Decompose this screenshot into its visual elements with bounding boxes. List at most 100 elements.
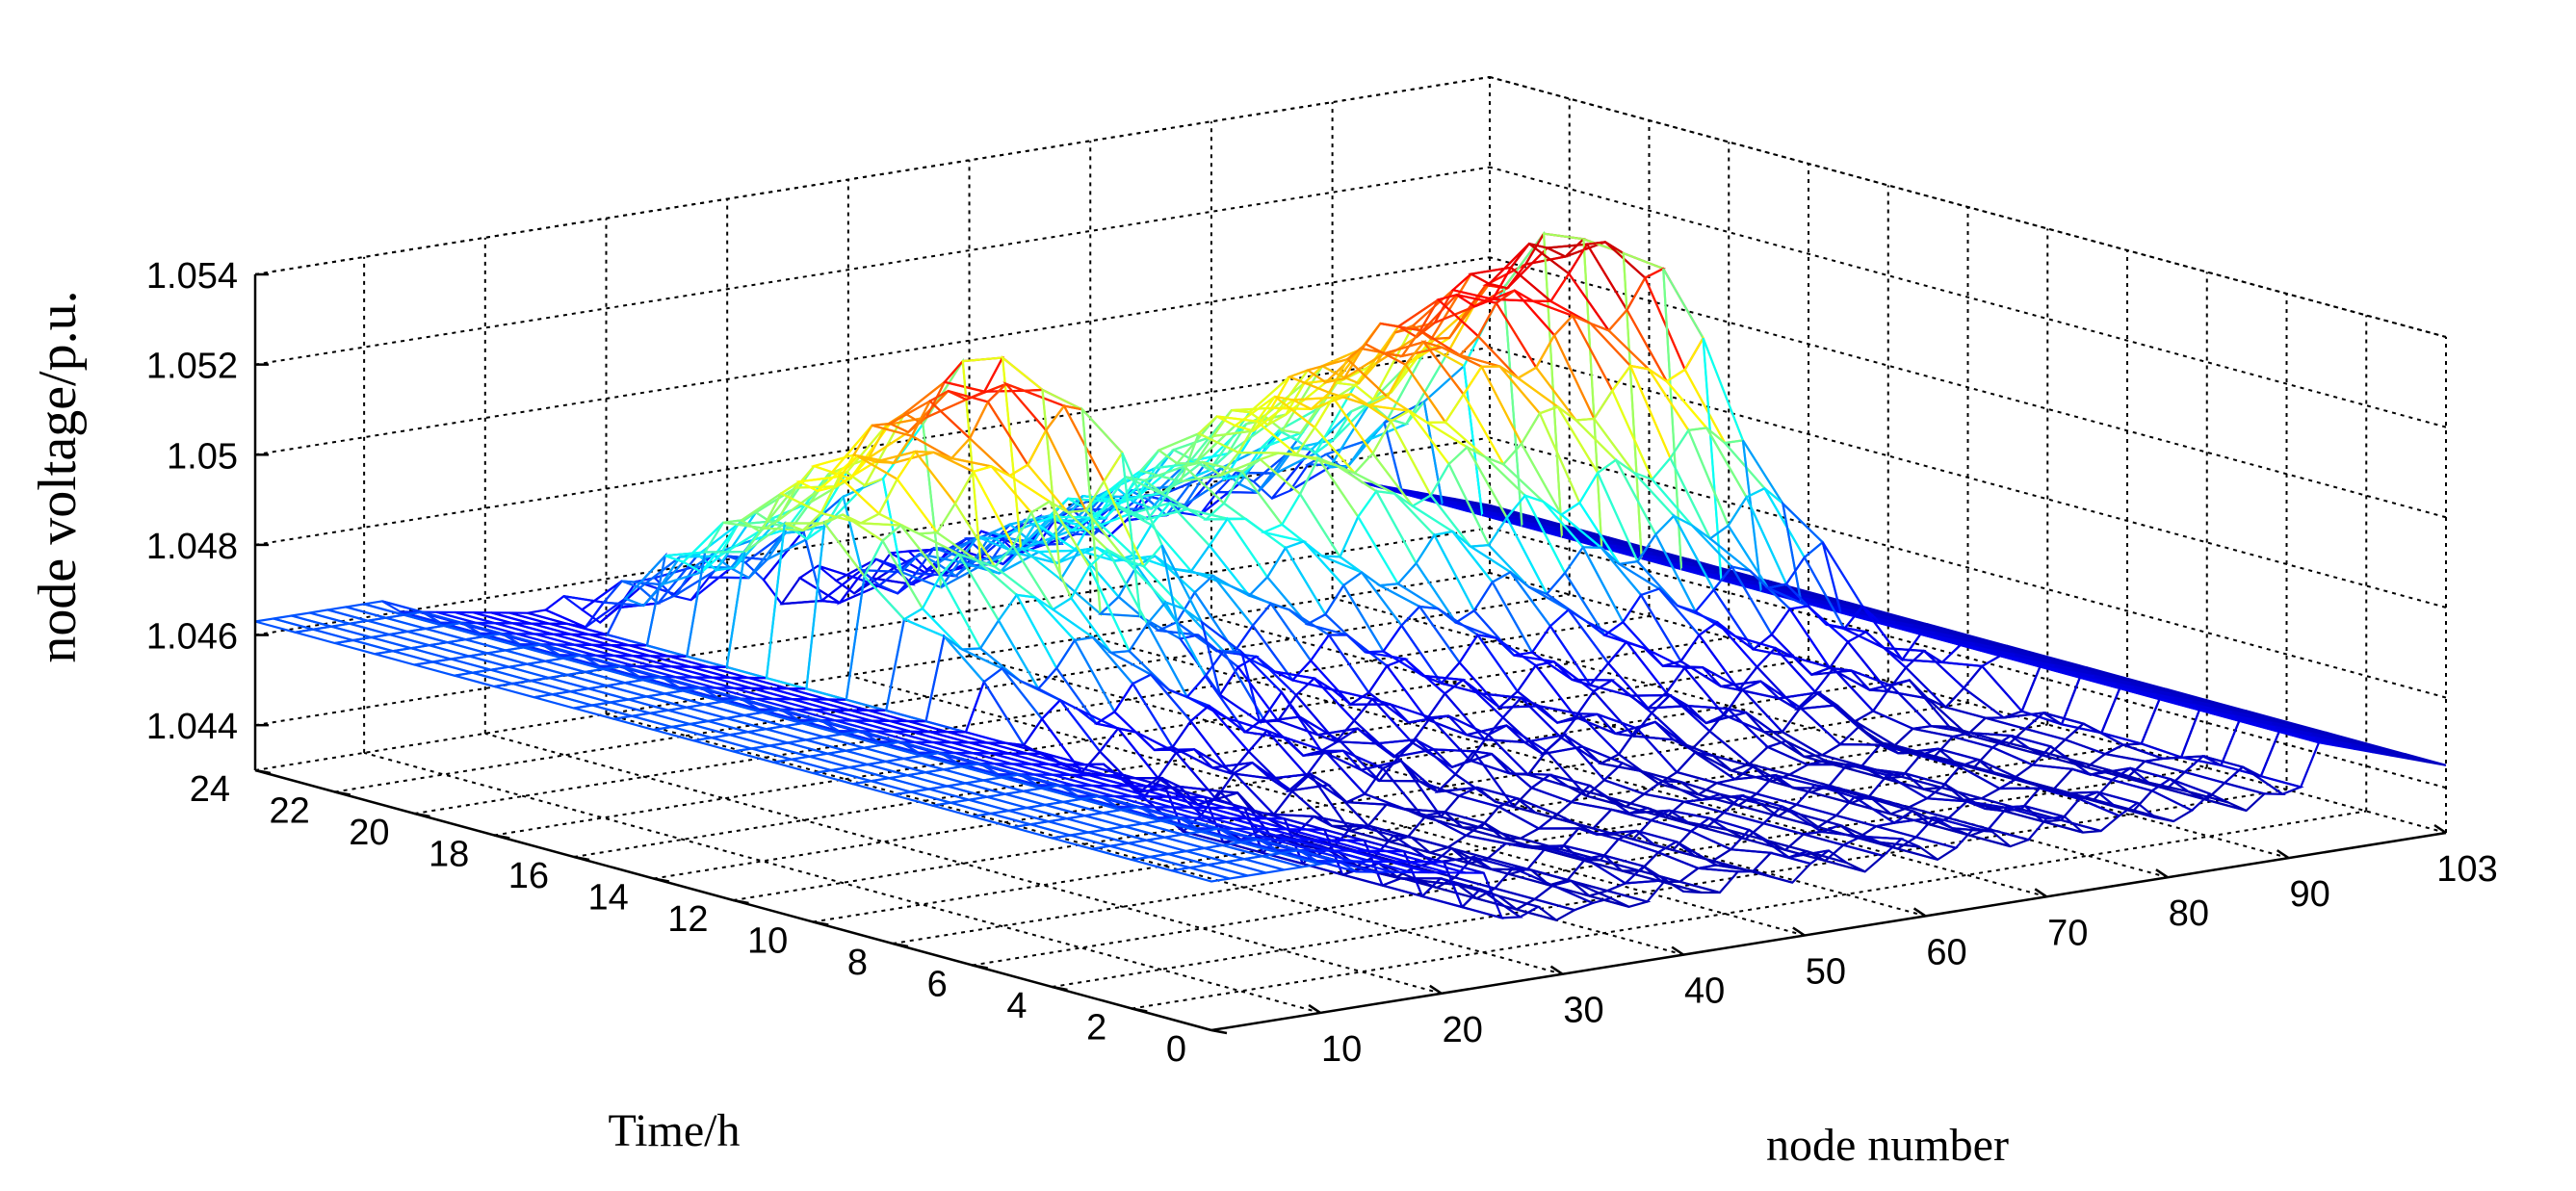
right-wall-grid-line xyxy=(1489,346,2447,608)
back-wall-grid-line xyxy=(254,527,1491,727)
floor-grid-line xyxy=(254,572,1491,771)
surface-cell xyxy=(1763,487,1825,559)
x-tick-label: 60 xyxy=(1926,932,1966,972)
y-tick-label: 24 xyxy=(190,769,230,810)
right-wall-grid-line xyxy=(1489,527,2447,790)
z-tick-label: 1.054 xyxy=(146,256,238,297)
surface-cell xyxy=(1923,650,1985,690)
surface-cell xyxy=(562,580,623,611)
y-tick xyxy=(494,834,510,840)
x-tick xyxy=(2276,849,2290,860)
x-tick-label: 30 xyxy=(1563,991,1603,1031)
surface-cell xyxy=(913,450,976,505)
x-tick xyxy=(1308,1003,1321,1014)
surface-cell xyxy=(1193,748,1253,775)
surface-cell xyxy=(1962,664,2024,719)
surface-cell xyxy=(924,634,986,734)
surface-cell xyxy=(1683,335,1745,445)
surface-cell xyxy=(1339,514,1400,587)
surface-cell xyxy=(1208,516,1269,598)
surface-cell xyxy=(1662,268,1723,582)
y-tick xyxy=(653,877,669,883)
floor-grid-line xyxy=(363,751,1321,1014)
surface-cell xyxy=(1506,246,1570,290)
surface-cell xyxy=(891,434,952,465)
x-tick-label: 10 xyxy=(1321,1029,1362,1070)
floor-grid-line xyxy=(414,615,1650,815)
y-tick-label: 18 xyxy=(429,835,469,875)
surface-cell xyxy=(1376,583,1439,610)
x-tick-labels: 10 20 30 40 50 60 70 80 90 103 xyxy=(1308,823,2498,1070)
surface-cell xyxy=(1750,851,1813,884)
y-tick xyxy=(972,964,988,970)
surface-cell xyxy=(1694,587,1755,651)
floor-grid-line xyxy=(334,593,1570,793)
x-tick-label: 70 xyxy=(2047,913,2088,953)
back-wall-grid-line xyxy=(254,166,1491,366)
x-axis-line xyxy=(1210,831,2447,1032)
surface-cell xyxy=(1534,332,1597,422)
floor-grid-line xyxy=(484,732,1443,995)
surface-cell xyxy=(921,573,982,651)
surface-cell xyxy=(2122,742,2182,761)
surface-cell xyxy=(1453,608,1516,657)
x-tick-label: 80 xyxy=(2169,893,2209,934)
surface-cell xyxy=(1024,388,1083,411)
back-wall-grid-line xyxy=(254,256,1491,456)
y-tick-label: 20 xyxy=(349,813,389,853)
voltage-surface xyxy=(254,230,2447,921)
floor-grid-line xyxy=(813,723,2048,923)
surface-cell xyxy=(1632,471,1693,527)
surface-cell xyxy=(1516,366,1577,422)
surface-cell xyxy=(1702,337,1763,593)
surface-cell xyxy=(1305,343,1366,384)
surface-cell xyxy=(1361,571,1422,628)
surface-cell xyxy=(1078,708,1137,734)
surface-cell xyxy=(1457,884,1518,911)
surface-cell xyxy=(1501,441,1563,516)
surface-cell xyxy=(1142,543,1203,623)
surface-cell xyxy=(964,679,1027,747)
y-tick-label: 22 xyxy=(269,791,309,832)
right-wall-grid-line xyxy=(1489,166,2447,428)
y-tick-label: 8 xyxy=(847,943,868,983)
floor-grid-line xyxy=(1332,597,2289,860)
surface-cell xyxy=(1665,368,1727,444)
surface-cell xyxy=(1356,489,1418,586)
box-top-edge xyxy=(1489,76,2447,338)
floor-grid-line xyxy=(573,659,1809,858)
box-top-edge xyxy=(254,76,1491,275)
surface-cell xyxy=(1092,636,1154,686)
y-tick xyxy=(892,942,909,948)
y-tick xyxy=(1052,985,1068,992)
floor-grid-line xyxy=(972,766,2207,967)
y-tick-label: 0 xyxy=(1166,1029,1186,1070)
surface-cell xyxy=(1115,726,1178,781)
surface-cell xyxy=(1574,417,1635,474)
z-tick-label: 1.046 xyxy=(146,617,238,658)
surface-cell xyxy=(1589,322,1652,372)
x-tick-label: 103 xyxy=(2436,849,2497,890)
surface-cell xyxy=(1828,639,1890,693)
surface-cell xyxy=(1548,272,1612,333)
surface-cell xyxy=(1415,738,1476,776)
z-tick-label: 1.048 xyxy=(146,527,238,567)
x-tick-label: 40 xyxy=(1684,971,1725,1012)
z-axis-label: node voltage/p.u. xyxy=(28,290,88,662)
x-tick xyxy=(1792,926,1806,937)
x-tick-label: 90 xyxy=(2289,874,2329,915)
x-tick xyxy=(1912,907,1927,918)
surface-cell xyxy=(884,617,946,723)
surface-cell xyxy=(1007,463,1069,513)
surface-cell xyxy=(1453,749,1517,809)
y-tick xyxy=(573,855,590,862)
surface-cell xyxy=(1268,601,1331,663)
y-tick xyxy=(1132,1007,1148,1013)
surface-cell xyxy=(1476,786,1536,815)
right-wall-grid-line xyxy=(1489,256,2447,519)
y-tick-label: 12 xyxy=(667,899,708,940)
y-tick-label: 16 xyxy=(508,856,549,896)
x-tick-label: 20 xyxy=(1443,1010,1483,1050)
x-tick-label: 50 xyxy=(1806,952,1846,993)
